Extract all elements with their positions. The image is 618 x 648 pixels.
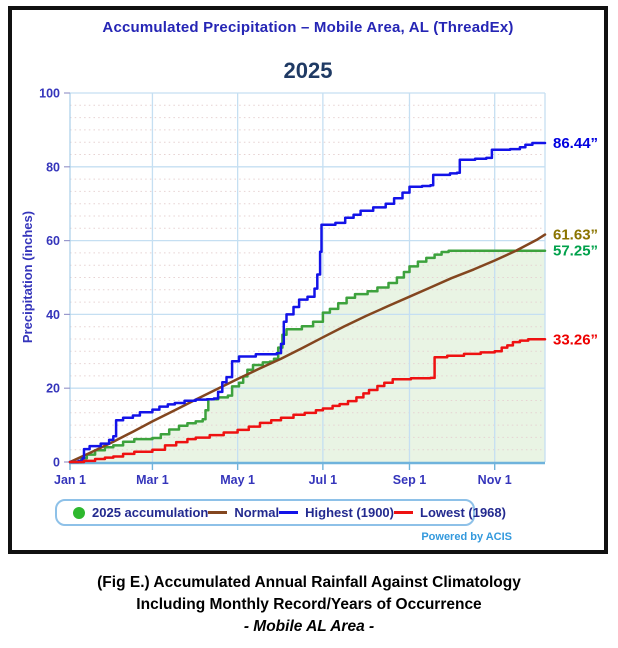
legend-item-label: Highest (1900) xyxy=(305,505,394,520)
x-tick-label: May 1 xyxy=(220,473,255,487)
page-title: Accumulated Precipitation – Mobile Area,… xyxy=(102,19,514,36)
series-end-label: 61.63” xyxy=(553,227,598,244)
legend-item-lowest-1968-[interactable]: Lowest (1968) xyxy=(394,505,506,520)
y-tick-label: 40 xyxy=(46,308,60,322)
chart-title: 2025 xyxy=(283,58,333,83)
legend-item-label: 2025 accumulation xyxy=(92,505,209,520)
y-tick-label: 80 xyxy=(46,160,60,174)
series-area-fill xyxy=(70,250,545,462)
legend-circle-marker-icon xyxy=(73,506,85,519)
legend-line-marker-icon xyxy=(394,511,413,514)
legend-line-marker-icon xyxy=(279,511,299,514)
y-tick-label: 100 xyxy=(39,87,60,101)
caption-line-3: - Mobile AL Area - xyxy=(243,618,375,635)
legend-item-2025-accumulation[interactable]: 2025 accumulation xyxy=(73,505,208,520)
x-tick-label: Nov 1 xyxy=(478,473,512,487)
x-tick-label: Sep 1 xyxy=(393,473,426,487)
legend-item-highest-1900-[interactable]: Highest (1900) xyxy=(279,505,394,520)
series-line-normal xyxy=(68,233,547,464)
plot-svg: 0 20 40 60 80 100 Jan 1 Mar 1 May 1 Jul 1 Sep 1 Nov… xyxy=(39,87,598,488)
legend-item-label: Normal xyxy=(234,505,280,520)
x-tick-label: Jul 1 xyxy=(309,473,338,487)
series-end-label: 33.26” xyxy=(553,331,598,348)
y-axis-title: Precipitation (inches) xyxy=(20,210,35,344)
legend-item-normal[interactable]: Normal xyxy=(208,505,279,520)
caption-line-2: Including Monthly Record/Years of Occurr… xyxy=(136,596,482,613)
x-tick-label: Mar 1 xyxy=(136,473,169,487)
legend-line-marker-icon xyxy=(208,511,228,514)
legend: 2025 accumulation Normal Highest (1900) Low… xyxy=(55,499,506,526)
powered-by-acis-link[interactable]: Powered by ACIS xyxy=(421,531,512,543)
y-tick-label: 0 xyxy=(53,456,60,470)
y-tick-label: 60 xyxy=(46,234,60,248)
legend-item-label: Lowest (1968) xyxy=(420,505,506,520)
series-end-label: 86.44” xyxy=(553,135,598,152)
series-line-lowest-1968- xyxy=(68,338,547,464)
figure-caption: (Fig E.) Accumulated Annual Rainfall Aga… xyxy=(0,572,618,638)
series-line-2025-accumulation xyxy=(68,249,547,464)
x-tick-label: Jan 1 xyxy=(54,473,86,487)
y-tick-label: 20 xyxy=(46,382,60,396)
series-line-highest-1900- xyxy=(68,141,547,464)
chart-widget-frame: Accumulated Precipitation – Mobile Area,… xyxy=(8,6,608,554)
caption-line-1: (Fig E.) Accumulated Annual Rainfall Aga… xyxy=(97,574,521,591)
series-end-label: 57.25” xyxy=(553,243,598,260)
